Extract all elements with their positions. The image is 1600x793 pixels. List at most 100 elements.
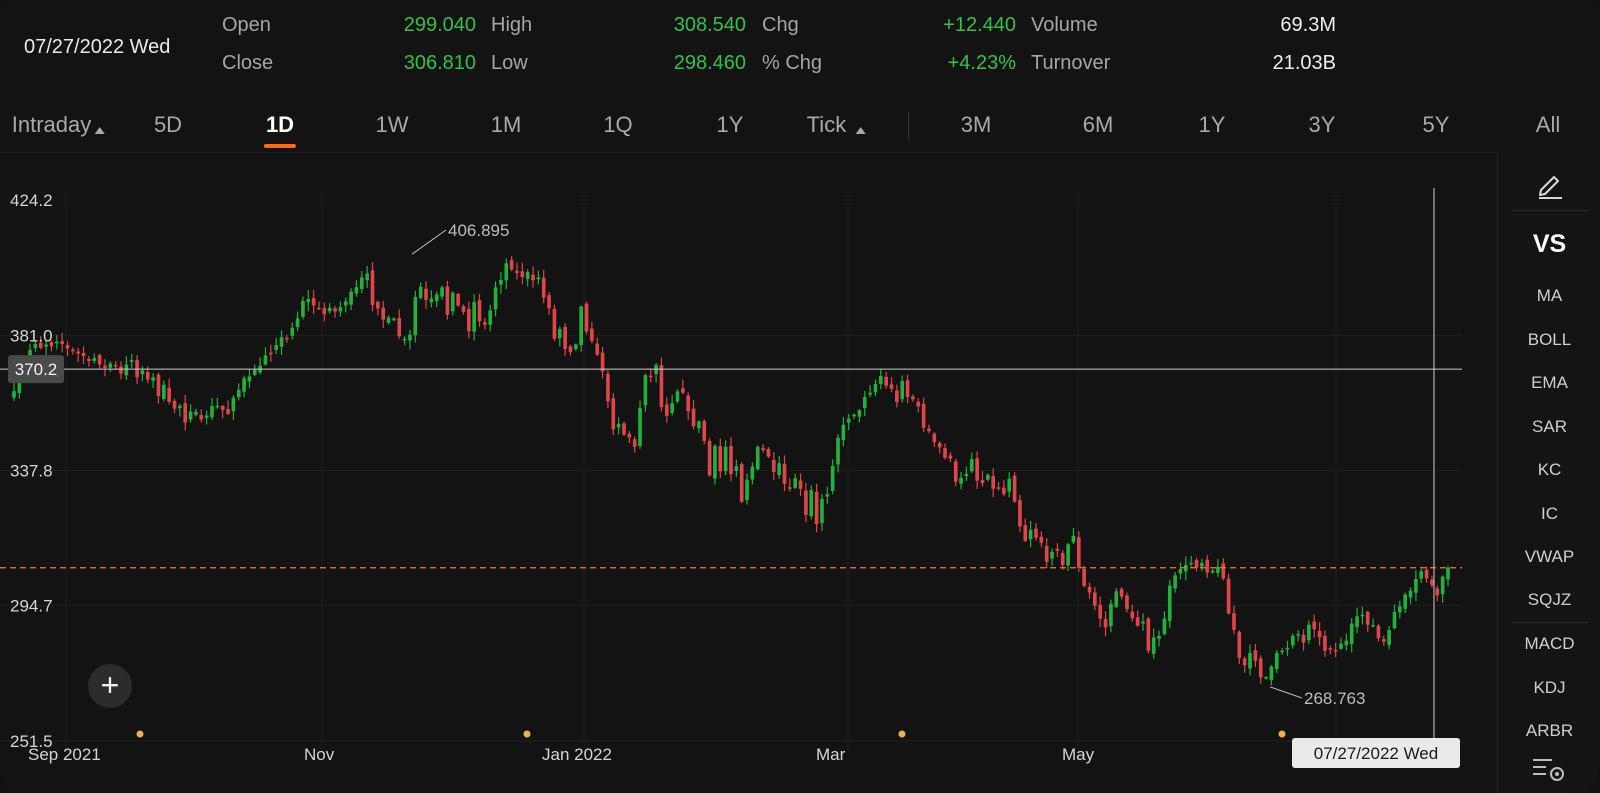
candle-body xyxy=(622,423,626,435)
indicator-sqjz[interactable]: SQJZ xyxy=(1527,590,1572,609)
indicator-ema[interactable]: EMA xyxy=(1531,373,1568,392)
candle-body xyxy=(1071,535,1076,543)
candle-body xyxy=(1018,500,1022,527)
tab-1w[interactable]: 1W xyxy=(375,112,409,137)
candle-body xyxy=(210,406,214,418)
candle-body xyxy=(659,365,664,408)
candle-body xyxy=(1446,567,1450,580)
candle-body xyxy=(135,359,139,378)
tab-separator xyxy=(908,112,909,140)
candle-body xyxy=(1307,624,1311,641)
candle-body xyxy=(1285,647,1290,650)
candle-body xyxy=(145,372,150,380)
tab-3y[interactable]: 3Y xyxy=(1308,112,1336,137)
candle-body xyxy=(178,405,182,408)
candle-body xyxy=(1264,677,1268,679)
indicator-macd[interactable]: MACD xyxy=(1524,634,1575,653)
x-tick-label: Nov xyxy=(304,745,335,764)
close-label: Close xyxy=(222,52,274,74)
candle-body xyxy=(1296,634,1300,636)
y-tick-label: 424.2 xyxy=(10,191,53,210)
candle-body xyxy=(996,487,1001,489)
candle-body xyxy=(1333,649,1338,652)
candles xyxy=(12,256,1450,686)
candle-body xyxy=(466,308,471,332)
candle-body xyxy=(1269,666,1274,680)
chart-area[interactable]: 370.2 406.895 268.763 07/27/2022 Wed 424.2 3… xyxy=(0,152,1496,793)
open-label: Open xyxy=(222,14,271,36)
candle-body xyxy=(242,378,246,392)
candle-body xyxy=(290,327,295,336)
indicator-boll[interactable]: BOLL xyxy=(1527,330,1572,349)
tab-5d[interactable]: 5D xyxy=(153,112,183,137)
indicator-vwap[interactable]: VWAP xyxy=(1524,547,1575,566)
indicator-kc[interactable]: KC xyxy=(1537,460,1562,479)
tab-5y[interactable]: 5Y xyxy=(1422,112,1450,137)
candle-body xyxy=(1044,545,1049,562)
candle-body xyxy=(1328,648,1333,650)
indicator-arbr[interactable]: ARBR xyxy=(1525,721,1574,740)
candle-body xyxy=(472,302,476,332)
tab-1y-range[interactable]: 1Y xyxy=(1198,112,1226,137)
candle-body xyxy=(616,423,621,428)
candle-body xyxy=(563,326,567,350)
candle-body xyxy=(1167,585,1172,622)
add-indicator-button[interactable]: + xyxy=(88,664,132,708)
high-value: 308.540 xyxy=(673,14,746,36)
candle-body xyxy=(638,408,642,446)
indicator-ma[interactable]: MA xyxy=(1536,286,1563,305)
indicator-ic[interactable]: IC xyxy=(1541,504,1558,523)
candle-body xyxy=(980,480,985,484)
pencil-icon[interactable] xyxy=(1534,168,1566,200)
candle-body xyxy=(515,270,519,273)
candle-body xyxy=(804,490,808,515)
candle-body xyxy=(868,392,872,395)
candle-body xyxy=(916,401,921,407)
turnover-value: 21.03B xyxy=(1272,52,1336,74)
candle-body xyxy=(723,446,728,472)
active-tab-indicator xyxy=(263,144,297,148)
candle-body xyxy=(81,353,86,357)
candle-body xyxy=(1424,569,1429,579)
candle-body xyxy=(1387,630,1391,646)
candle-body xyxy=(606,373,610,402)
tab-intraday[interactable]: Intraday xyxy=(12,112,105,138)
candle-body xyxy=(1135,617,1140,626)
candle-body xyxy=(1435,588,1440,596)
indicator-kdj[interactable]: KDJ xyxy=(1533,678,1566,697)
chg-label: Chg xyxy=(762,14,799,36)
candle-body xyxy=(1408,590,1413,598)
quote-header: 07/27/2022 Wed Open 299.040 Close 306.81… xyxy=(0,0,1600,100)
candle-body xyxy=(814,491,819,525)
settings-gear-icon[interactable] xyxy=(1530,752,1568,786)
compare-vs-button[interactable]: VS xyxy=(1532,230,1567,258)
indicator-sar[interactable]: SAR xyxy=(1532,417,1567,436)
tab-1y[interactable]: 1Y xyxy=(716,112,744,137)
tab-all[interactable]: All xyxy=(1535,112,1561,137)
candle-body xyxy=(44,344,48,347)
candle-body xyxy=(1194,560,1199,568)
candle-body xyxy=(766,449,771,457)
candle-body xyxy=(1371,625,1375,627)
tab-tick[interactable]: Tick xyxy=(807,112,866,138)
candle-body xyxy=(408,334,412,341)
candle-body xyxy=(263,355,268,365)
x-tick-label: Jan 2022 xyxy=(542,745,612,764)
candle-body xyxy=(450,292,455,312)
candle-body xyxy=(247,376,252,382)
tab-1m[interactable]: 1M xyxy=(490,112,522,137)
candle-body xyxy=(359,277,364,289)
candle-body xyxy=(547,295,551,309)
candle-body xyxy=(852,414,856,417)
tab-3m[interactable]: 3M xyxy=(960,112,992,137)
tab-1d[interactable]: 1D xyxy=(263,112,297,148)
candle-body xyxy=(777,463,781,476)
candle-body xyxy=(1055,548,1060,551)
y-tick-label: 337.8 xyxy=(10,462,53,481)
tab-6m[interactable]: 6M xyxy=(1082,112,1114,137)
candle-body xyxy=(167,387,171,402)
tab-1q[interactable]: 1Q xyxy=(603,112,633,137)
candle-body xyxy=(964,473,969,477)
